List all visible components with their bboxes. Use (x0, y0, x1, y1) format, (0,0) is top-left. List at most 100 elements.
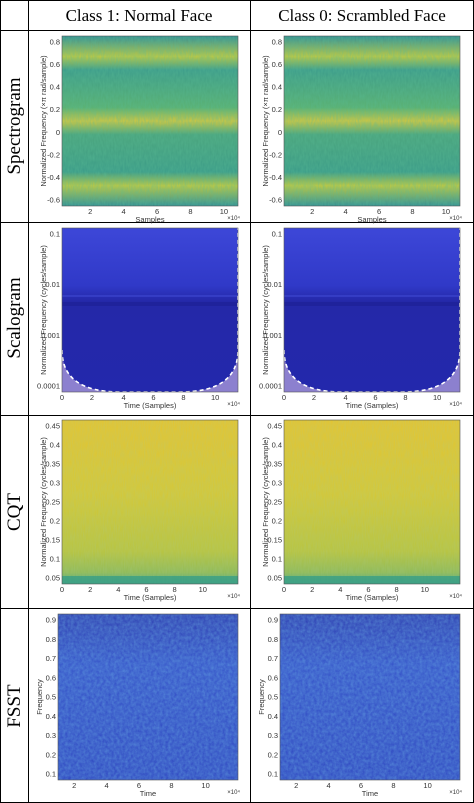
spectrogram-normal-ylabel: Normalized Frequency (×π rad/sample) (39, 55, 48, 187)
scalogram-scrambled-xtick: 0 (282, 393, 286, 402)
scalogram-scrambled-ytick: 0.001 (263, 331, 282, 340)
scalogram-scrambled-xtick: 4 (344, 393, 348, 402)
spectrogram-normal-xtick: 10 (220, 207, 228, 216)
scalogram-normal-ytick: 0.01 (45, 280, 60, 289)
fsst-normal-ylabel: Frequency (35, 679, 44, 715)
spectrogram-scrambled-xtick: 2 (310, 207, 314, 216)
spectrogram-normal-ytick: 0.4 (50, 83, 60, 92)
fsst-scrambled-ytick: 0.3 (268, 731, 278, 740)
cqt-scrambled-xtick: 6 (366, 585, 370, 594)
fsst-normal-xlabel: Time (140, 789, 156, 798)
cqt-scrambled-ytick: 0.45 (267, 422, 282, 431)
fsst-scrambled-ytick: 0.4 (268, 712, 278, 721)
scalogram-scrambled-ylabel: Normalized Frequency (cycles/sample) (261, 245, 270, 375)
fsst-scrambled-xtick: 8 (391, 781, 395, 790)
scalogram-normal-xlabel: Time (Samples) (124, 401, 177, 410)
fsst-scrambled-xlabel: Time (362, 789, 378, 798)
scalogram-normal-ytick: 0.001 (41, 331, 60, 340)
scalogram-scrambled-xlabel: Time (Samples) (346, 401, 399, 410)
cqt-normal-xtick: 6 (144, 585, 148, 594)
scalogram-scrambled-xtick: 6 (373, 393, 377, 402)
spectrogram-normal-xtick: 6 (155, 207, 159, 216)
cqt-normal-ytick: 0.35 (45, 460, 60, 469)
fsst-normal-xtick: 4 (105, 781, 109, 790)
fsst-normal-exponent: ×10⁴ (227, 789, 240, 796)
cqt-scrambled-ytick: 0.25 (267, 498, 282, 507)
spectrogram-scrambled-ytick: -0.2 (269, 150, 282, 159)
column-header-normal-face: Class 1: Normal Face (66, 6, 213, 25)
fsst-scrambled-ylabel: Frequency (257, 679, 266, 715)
spectrogram-scrambled-xtick: 10 (442, 207, 450, 216)
fsst-scrambled-ytick: 0.9 (268, 616, 278, 625)
cqt-scrambled-ytick: 0.2 (272, 517, 282, 526)
spectrogram-normal-ytick: 0.6 (50, 60, 60, 69)
spectrogram-scrambled-ytick: -0.6 (269, 196, 282, 205)
cqt-scrambled-xtick: 0 (282, 585, 286, 594)
scalogram-normal-xtick: 8 (181, 393, 185, 402)
row-label-fsst: FSST (4, 684, 25, 728)
scalogram-scrambled-ytick: 0.01 (267, 280, 282, 289)
fsst-scrambled-xtick: 4 (327, 781, 331, 790)
cqt-normal-ytick: 0.3 (50, 479, 60, 488)
axes-layer: 2 4 6 8 10 0.8 0.6 0.4 0.2 0 -0.2 -0.4 -0.6 Samples No… (35, 38, 462, 799)
fsst-normal-xtick: 2 (72, 781, 76, 790)
scalogram-normal-face (61, 227, 239, 393)
spectrogram-normal-exponent: ×10⁴ (227, 215, 240, 222)
fsst-scrambled-xtick: 10 (423, 781, 431, 790)
cqt-normal-exponent: ×10⁴ (227, 593, 240, 600)
spectrogram-normal-ytick: 0 (56, 128, 60, 137)
cqt-normal-ytick: 0.05 (45, 574, 60, 583)
spectrogram-scrambled-xlabel: Samples (357, 215, 386, 224)
fsst-scrambled-ytick: 0.1 (268, 770, 278, 779)
row-label-cqt: CQT (4, 493, 25, 531)
spectrogram-normal-xtick: 4 (122, 207, 126, 216)
scalogram-scrambled-xtick: 2 (312, 393, 316, 402)
spectrogram-scrambled-ytick: 0 (278, 128, 282, 137)
cqt-scrambled-exponent: ×10⁴ (449, 593, 462, 600)
fsst-scrambled-ytick: 0.5 (268, 693, 278, 702)
fsst-scrambled-face (279, 613, 461, 781)
spectrogram-normal-ytick: 0.2 (50, 105, 60, 114)
fsst-normal-ytick: 0.4 (46, 712, 56, 721)
cqt-scrambled-ytick: 0.15 (267, 536, 282, 545)
fsst-scrambled-ytick: 0.7 (268, 654, 278, 663)
spectrogram-scrambled-exponent: ×10⁴ (449, 215, 462, 222)
cqt-normal-xlabel: Time (Samples) (124, 593, 177, 602)
cqt-normal-xtick: 2 (88, 585, 92, 594)
spectrogram-normal-xtick: 8 (188, 207, 192, 216)
spectrogram-normal-xlabel: Samples (135, 215, 164, 224)
fsst-normal-xtick: 10 (201, 781, 209, 790)
spectrogram-normal-ytick: -0.4 (47, 173, 60, 182)
cqt-normal-xtick: 8 (173, 585, 177, 594)
scalogram-normal-xtick: 6 (151, 393, 155, 402)
fsst-normal-xtick: 6 (137, 781, 141, 790)
cqt-scrambled-ytick: 0.1 (272, 555, 282, 564)
fsst-normal-ytick: 0.5 (46, 693, 56, 702)
fsst-normal-ytick: 0.2 (46, 750, 56, 759)
fsst-normal-ytick: 0.8 (46, 635, 56, 644)
spectrogram-scrambled-ylabel: Normalized Frequency (×π rad/sample) (261, 55, 270, 187)
cqt-scrambled-xtick: 4 (338, 585, 342, 594)
scalogram-normal-xtick: 4 (122, 393, 126, 402)
fsst-normal-ytick: 0.3 (46, 731, 56, 740)
spectrogram-scrambled-ytick: 0.6 (272, 60, 282, 69)
cqt-normal-ytick: 0.45 (45, 422, 60, 431)
scalogram-scrambled-ytick: 0.0001 (259, 382, 282, 391)
cqt-scrambled-face (283, 419, 461, 585)
cqt-scrambled-ytick: 0.4 (272, 441, 282, 450)
fsst-scrambled-xtick: 6 (359, 781, 363, 790)
cqt-scrambled-xtick: 10 (421, 585, 429, 594)
spectrogram-scrambled-xtick: 8 (410, 207, 414, 216)
scalogram-scrambled-exponent: ×10⁴ (449, 401, 462, 408)
fsst-normal-xtick: 8 (169, 781, 173, 790)
scalogram-scrambled-xtick: 8 (403, 393, 407, 402)
cqt-normal-ytick: 0.2 (50, 517, 60, 526)
scalogram-scrambled-ytick: 0.1 (272, 230, 282, 239)
scalogram-normal-xtick: 0 (60, 393, 64, 402)
cqt-normal-ytick: 0.1 (50, 555, 60, 564)
fsst-normal-ytick: 0.6 (46, 673, 56, 682)
scalogram-normal-ylabel: Normalized Frequency (cycles/sample) (39, 245, 48, 375)
fsst-scrambled-exponent: ×10⁴ (449, 789, 462, 796)
cqt-scrambled-ylabel: Normalized Frequency (cycles/sample) (261, 437, 270, 567)
